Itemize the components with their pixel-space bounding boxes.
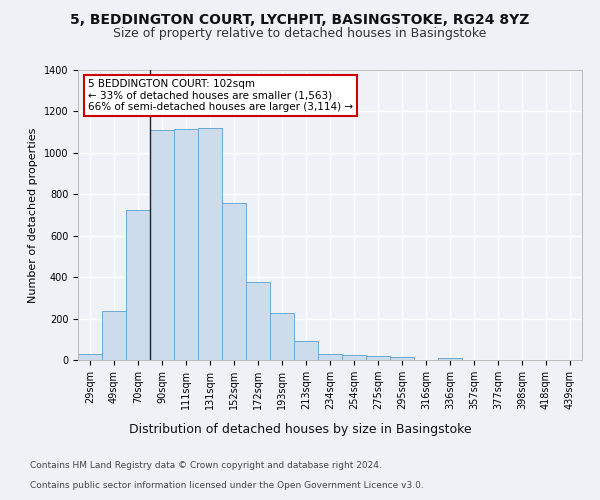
Bar [126, 210, 150, 360]
Bar [78, 354, 102, 360]
Text: 5 BEDDINGTON COURT: 102sqm
← 33% of detached houses are smaller (1,563)
66% of s: 5 BEDDINGTON COURT: 102sqm ← 33% of deta… [88, 78, 353, 112]
Bar [390, 357, 414, 360]
Bar [246, 282, 270, 360]
Text: Contains public sector information licensed under the Open Government Licence v3: Contains public sector information licen… [30, 481, 424, 490]
Bar [294, 342, 318, 360]
Bar [150, 130, 174, 360]
Bar [198, 128, 222, 360]
Y-axis label: Number of detached properties: Number of detached properties [28, 128, 38, 302]
Bar [270, 314, 294, 360]
Bar [318, 354, 342, 360]
Text: Contains HM Land Registry data © Crown copyright and database right 2024.: Contains HM Land Registry data © Crown c… [30, 461, 382, 470]
Text: Size of property relative to detached houses in Basingstoke: Size of property relative to detached ho… [113, 28, 487, 40]
Text: Distribution of detached houses by size in Basingstoke: Distribution of detached houses by size … [128, 422, 472, 436]
Bar [342, 355, 366, 360]
Bar [174, 129, 198, 360]
Bar [438, 358, 462, 360]
Bar [222, 202, 246, 360]
Text: 5, BEDDINGTON COURT, LYCHPIT, BASINGSTOKE, RG24 8YZ: 5, BEDDINGTON COURT, LYCHPIT, BASINGSTOK… [70, 12, 530, 26]
Bar [366, 356, 390, 360]
Bar [102, 312, 126, 360]
